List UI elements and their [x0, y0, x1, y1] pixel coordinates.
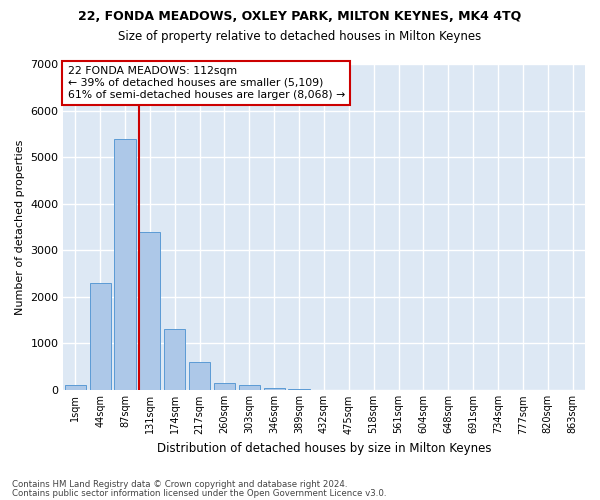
Bar — [65, 386, 86, 390]
Y-axis label: Number of detached properties: Number of detached properties — [15, 140, 25, 314]
Bar — [189, 362, 210, 390]
Text: 22, FONDA MEADOWS, OXLEY PARK, MILTON KEYNES, MK4 4TQ: 22, FONDA MEADOWS, OXLEY PARK, MILTON KE… — [79, 10, 521, 23]
Bar — [239, 385, 260, 390]
Text: 22 FONDA MEADOWS: 112sqm
← 39% of detached houses are smaller (5,109)
61% of sem: 22 FONDA MEADOWS: 112sqm ← 39% of detach… — [68, 66, 345, 100]
Bar — [89, 283, 111, 390]
Bar — [263, 388, 285, 390]
Text: Size of property relative to detached houses in Milton Keynes: Size of property relative to detached ho… — [118, 30, 482, 43]
Bar — [164, 330, 185, 390]
X-axis label: Distribution of detached houses by size in Milton Keynes: Distribution of detached houses by size … — [157, 442, 491, 455]
Text: Contains public sector information licensed under the Open Government Licence v3: Contains public sector information licen… — [12, 488, 386, 498]
Text: Contains HM Land Registry data © Crown copyright and database right 2024.: Contains HM Land Registry data © Crown c… — [12, 480, 347, 489]
Bar — [115, 138, 136, 390]
Bar — [289, 388, 310, 390]
Bar — [139, 232, 160, 390]
Bar — [214, 383, 235, 390]
